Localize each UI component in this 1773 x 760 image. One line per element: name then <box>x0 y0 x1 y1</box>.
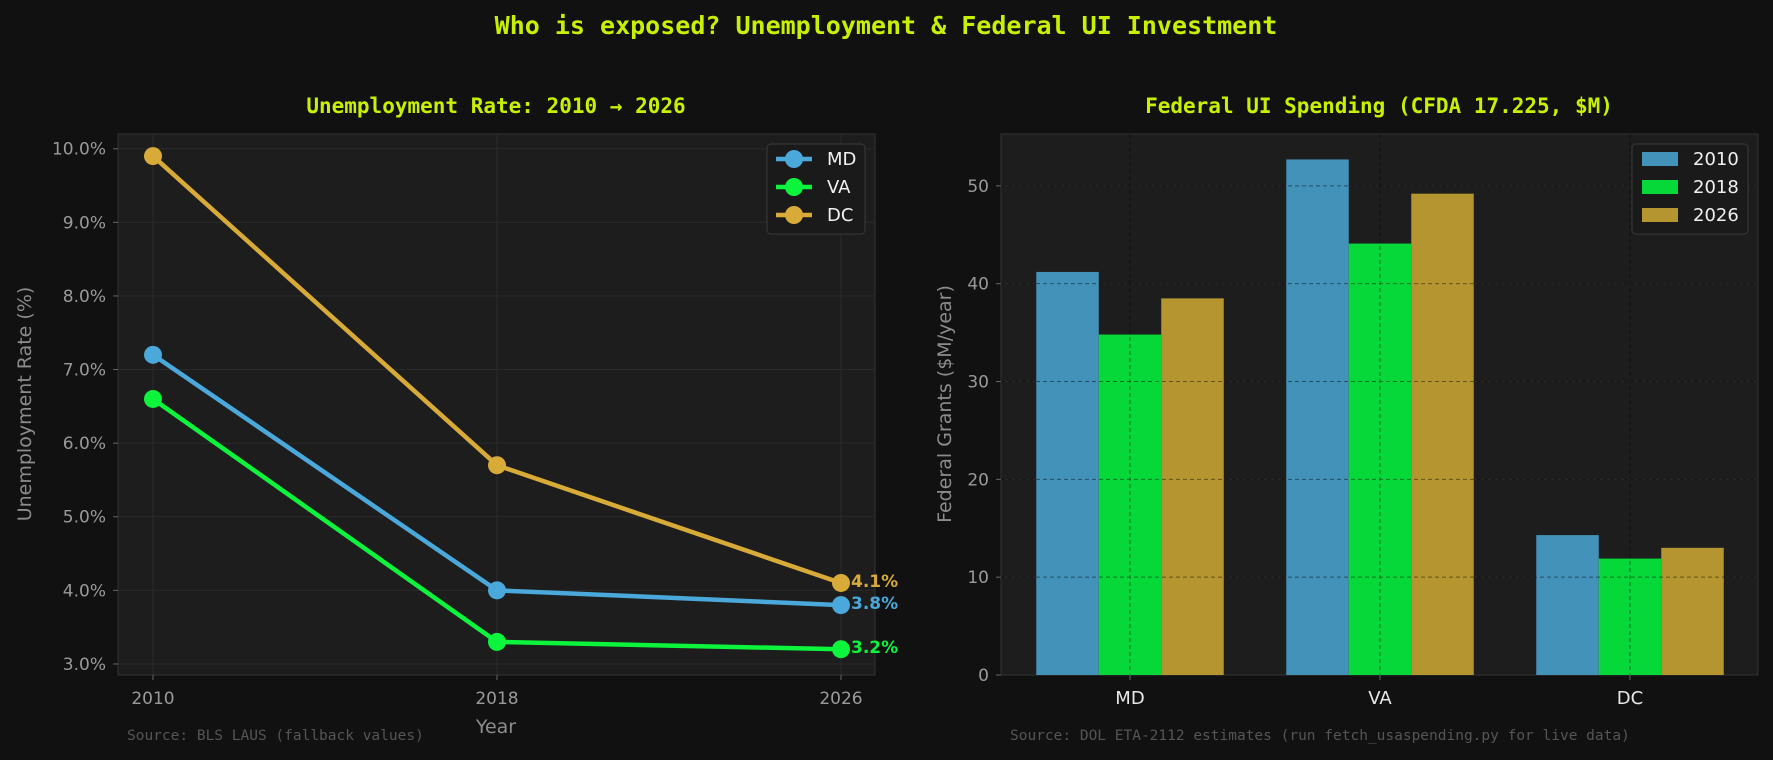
data-point-dc <box>832 573 850 592</box>
bar-va-2010 <box>1286 159 1349 676</box>
line-x-tick-label: 2026 <box>819 689 862 709</box>
legend-label-2026: 2026 <box>1693 205 1739 226</box>
end-label-dc: 4.1% <box>851 572 898 592</box>
data-point-dc <box>488 456 506 475</box>
bar-y-tick-label: 40 <box>967 275 989 295</box>
line-y-axis-label: Unemployment Rate (%) <box>14 287 36 522</box>
bar-md-2010 <box>1036 271 1099 675</box>
bar-x-tick-label: MD <box>1115 688 1144 709</box>
line-x-tick-label: 2010 <box>131 689 174 709</box>
legend-marker-va <box>785 178 803 196</box>
bar-dc-2026 <box>1661 547 1724 675</box>
figure-suptitle: Who is exposed? Unemployment & Federal U… <box>495 11 1278 40</box>
bar-y-axis-label: Federal Grants ($M/year) <box>934 285 956 523</box>
bar-source-note: Source: DOL ETA-2112 estimates (run fetc… <box>1010 728 1630 744</box>
bar-x-ticks: MD VA DC <box>1115 675 1643 709</box>
line-y-tick-label: 10.0% <box>52 140 106 160</box>
data-point-dc <box>144 147 162 166</box>
bar-md-2026 <box>1161 298 1224 675</box>
line-y-tick-label: 5.0% <box>63 508 106 528</box>
line-y-ticks: 3.0% 4.0% 5.0% 6.0% 7.0% 8.0% 9.0% 10.0% <box>52 140 118 675</box>
line-y-tick-label: 8.0% <box>63 287 106 307</box>
bar-x-tick-label: DC <box>1617 688 1643 709</box>
bar-bars-group <box>1036 159 1724 676</box>
line-chart-title: Unemployment Rate: 2010 → 2026 <box>306 94 685 118</box>
bar-y-tick-label: 50 <box>967 177 989 197</box>
bar-va-2026 <box>1411 193 1474 675</box>
legend-marker-dc <box>785 206 803 224</box>
bar-dc-2010 <box>1536 535 1599 675</box>
data-point-md <box>488 581 506 600</box>
legend-swatch-2010 <box>1642 152 1678 166</box>
line-y-tick-label: 9.0% <box>63 213 106 233</box>
line-chart-panel: 3.0%4.0%5.0%6.0%7.0%8.0%9.0%10.0% 2010 20… <box>14 94 898 744</box>
legend-label-2010: 2010 <box>1693 149 1739 170</box>
bar-x-tick-label: VA <box>1368 688 1392 709</box>
data-point-md <box>144 345 162 364</box>
bar-dc-2018 <box>1598 558 1662 675</box>
legend-label-2018: 2018 <box>1693 177 1739 198</box>
bar-y-tick-label: 20 <box>967 470 989 490</box>
line-source-note: Source: BLS LAUS (fallback values) <box>127 728 424 744</box>
legend-marker-md <box>785 150 803 168</box>
line-x-ticks: 2010 2018 2026 <box>131 675 863 709</box>
legend-label-va: VA <box>827 177 851 198</box>
bar-chart-title: Federal UI Spending (CFDA 17.225, $M) <box>1145 94 1613 118</box>
end-label-md: 3.8% <box>851 594 898 614</box>
bar-va-2018 <box>1348 243 1412 675</box>
line-x-axis-label: Year <box>475 716 516 738</box>
bar-chart-panel: 0 10 20 30 40 50 MD VA DC Federal UI Spending (… <box>934 94 1759 744</box>
data-point-va <box>832 640 850 659</box>
line-y-tick-label: 4.0% <box>63 581 106 601</box>
line-y-tick-label: 6.0% <box>63 434 106 454</box>
legend-swatch-2018 <box>1642 180 1678 194</box>
bar-y-ticks: 0 10 20 30 40 50 <box>967 177 1001 686</box>
data-point-va <box>488 632 506 651</box>
bar-y-tick-label: 10 <box>967 568 989 588</box>
line-series-group: 3.8% 3.2% 4.1% <box>144 147 898 659</box>
legend-swatch-2026 <box>1642 208 1678 222</box>
bar-vertical-grid <box>1001 134 1758 675</box>
end-label-va: 3.2% <box>851 638 898 658</box>
line-y-tick-label: 7.0% <box>63 361 106 381</box>
line-legend: MD VA DC <box>766 143 866 235</box>
line-x-tick-label: 2018 <box>475 689 518 709</box>
legend-label-md: MD <box>827 149 856 170</box>
legend-label-dc: DC <box>827 205 853 226</box>
bar-md-2018 <box>1098 334 1162 675</box>
data-point-md <box>832 596 850 615</box>
data-point-va <box>144 389 162 408</box>
bar-y-tick-label: 0 <box>978 666 989 686</box>
bar-y-tick-label: 30 <box>967 373 989 393</box>
line-y-tick-label: 3.0% <box>63 655 106 675</box>
bar-legend: 2010 2018 2026 <box>1631 143 1749 235</box>
